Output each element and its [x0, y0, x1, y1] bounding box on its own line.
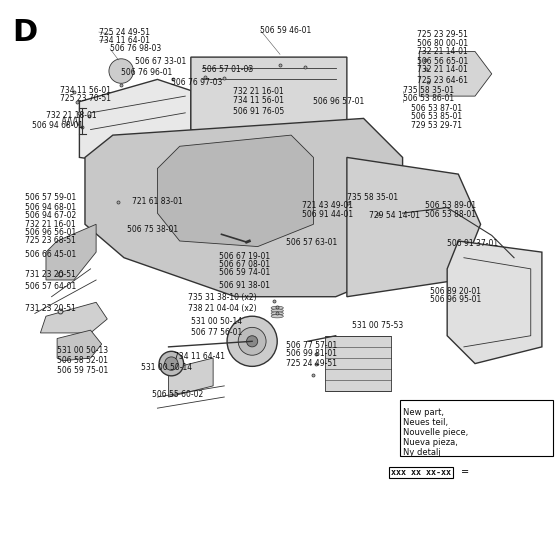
- Text: 506 59 46-01: 506 59 46-01: [260, 26, 312, 35]
- Text: 506 56 65-01: 506 56 65-01: [417, 57, 468, 66]
- Text: 735 58 35-01: 735 58 35-01: [347, 193, 398, 202]
- Text: 506 53 86-01: 506 53 86-01: [403, 95, 454, 104]
- Text: 506 91 44-01: 506 91 44-01: [302, 210, 353, 219]
- Text: 506 80 00-01: 506 80 00-01: [417, 39, 468, 48]
- Text: Nueva pieza,: Nueva pieza,: [403, 438, 458, 447]
- Text: 506 53 85-01: 506 53 85-01: [411, 112, 462, 121]
- Text: 721 61 83-01: 721 61 83-01: [132, 198, 183, 207]
- Text: 734 11 56-01: 734 11 56-01: [232, 96, 283, 105]
- Text: 506 53 88-01: 506 53 88-01: [425, 210, 476, 219]
- Text: 506 94 67-02: 506 94 67-02: [25, 212, 76, 221]
- Circle shape: [109, 59, 133, 83]
- Text: 506 58 52-01: 506 58 52-01: [57, 356, 108, 365]
- Text: =: =: [461, 467, 469, 477]
- Text: 506 77 57-01: 506 77 57-01: [286, 340, 337, 349]
- Polygon shape: [46, 224, 96, 280]
- Circle shape: [246, 336, 258, 347]
- Text: 506 57 01-03: 506 57 01-03: [202, 65, 253, 74]
- Text: 732 21 14-01: 732 21 14-01: [417, 47, 467, 56]
- Text: 531 00 75-53: 531 00 75-53: [352, 321, 404, 330]
- Text: 734 11 56-01: 734 11 56-01: [60, 86, 111, 95]
- Text: 729 53 29-71: 729 53 29-71: [411, 120, 462, 129]
- Bar: [325, 336, 391, 391]
- Text: 506 91 38-01: 506 91 38-01: [219, 281, 270, 290]
- Text: 506 96 95-01: 506 96 95-01: [431, 295, 482, 304]
- Text: New part,: New part,: [403, 408, 444, 417]
- Text: 506 94 68-01: 506 94 68-01: [25, 203, 76, 212]
- Ellipse shape: [271, 306, 283, 310]
- Circle shape: [227, 316, 277, 366]
- Text: 732 21 18-01: 732 21 18-01: [46, 111, 96, 120]
- Text: 531 00 50-13: 531 00 50-13: [57, 346, 108, 355]
- Text: 738 21 04-04 (x2): 738 21 04-04 (x2): [188, 305, 256, 314]
- Text: 506 57 63-01: 506 57 63-01: [286, 237, 337, 246]
- Text: 721 43 49-01: 721 43 49-01: [302, 202, 353, 211]
- Text: 506 77 56-01: 506 77 56-01: [191, 328, 242, 338]
- Polygon shape: [419, 52, 492, 96]
- Ellipse shape: [271, 315, 283, 318]
- Text: 531 00 50-14: 531 00 50-14: [191, 318, 242, 326]
- Ellipse shape: [271, 312, 283, 315]
- Text: 732 21 16-01: 732 21 16-01: [232, 87, 283, 96]
- Polygon shape: [157, 135, 314, 246]
- Text: 506 67 19-01: 506 67 19-01: [219, 251, 270, 260]
- Text: 731 23 20-51: 731 23 20-51: [25, 305, 76, 314]
- Text: 725 24 49-51: 725 24 49-51: [99, 27, 150, 36]
- Text: Nouvelle piece,: Nouvelle piece,: [403, 428, 468, 437]
- Text: 729 54 14-01: 729 54 14-01: [369, 212, 420, 221]
- Text: 506 55 60-02: 506 55 60-02: [152, 390, 203, 399]
- Polygon shape: [169, 358, 213, 397]
- Text: 506 66 45-01: 506 66 45-01: [25, 250, 76, 259]
- Text: 531 00 50-14: 531 00 50-14: [141, 363, 192, 372]
- Text: Neues teil,: Neues teil,: [403, 418, 447, 427]
- Polygon shape: [85, 118, 403, 297]
- Text: 506 91 76-05: 506 91 76-05: [232, 106, 284, 116]
- Text: xxx xx xx-xx: xxx xx xx-xx: [391, 468, 451, 477]
- Text: 506 96 57-01: 506 96 57-01: [314, 97, 365, 106]
- Polygon shape: [80, 80, 191, 169]
- Text: 506 59 74-01: 506 59 74-01: [219, 268, 270, 277]
- Text: 725 23 64-61: 725 23 64-61: [417, 76, 468, 85]
- Text: 725 23 70-51: 725 23 70-51: [60, 95, 111, 104]
- Text: 506 53 89-01: 506 53 89-01: [425, 202, 476, 211]
- Text: 732 21 14-01: 732 21 14-01: [417, 65, 467, 74]
- Text: 734 11 64-01: 734 11 64-01: [99, 36, 150, 45]
- Text: 506 53 87-01: 506 53 87-01: [411, 104, 462, 113]
- Text: 506 94 68-01: 506 94 68-01: [32, 120, 83, 129]
- Text: 506 76 97-03: 506 76 97-03: [171, 78, 223, 87]
- Text: 732 21 16-01: 732 21 16-01: [25, 220, 76, 229]
- Polygon shape: [57, 330, 102, 361]
- Text: Ny detalj: Ny detalj: [403, 449, 440, 458]
- Circle shape: [238, 328, 266, 355]
- Polygon shape: [347, 157, 480, 297]
- Text: 506 67 33-01: 506 67 33-01: [135, 57, 186, 66]
- Text: 506 96 56-01: 506 96 56-01: [25, 228, 76, 237]
- Text: 506 76 98-03: 506 76 98-03: [110, 44, 161, 53]
- Text: 731 23 20-51: 731 23 20-51: [25, 270, 76, 279]
- Circle shape: [159, 351, 184, 376]
- Text: 725 23 29-51: 725 23 29-51: [417, 30, 468, 39]
- Text: 506 91 37-01: 506 91 37-01: [447, 239, 498, 248]
- Polygon shape: [40, 302, 108, 333]
- Text: 506 89 20-01: 506 89 20-01: [431, 287, 482, 296]
- Polygon shape: [447, 241, 542, 363]
- Text: 506 59 75-01: 506 59 75-01: [57, 366, 109, 375]
- Text: 734 11 64-41: 734 11 64-41: [174, 352, 225, 361]
- Polygon shape: [191, 57, 347, 141]
- Text: 506 57 59-01: 506 57 59-01: [25, 193, 76, 202]
- Text: 725 24 49-51: 725 24 49-51: [286, 359, 337, 368]
- Text: 506 76 96-01: 506 76 96-01: [121, 68, 172, 77]
- Text: 506 75 38-01: 506 75 38-01: [127, 225, 178, 234]
- Ellipse shape: [271, 309, 283, 312]
- Text: 506 67 08-01: 506 67 08-01: [219, 260, 270, 269]
- Text: 735 31 38-10 (x2): 735 31 38-10 (x2): [188, 293, 256, 302]
- Text: 506 99 81-01: 506 99 81-01: [286, 349, 337, 358]
- Text: 725 23 68-51: 725 23 68-51: [25, 236, 76, 245]
- Text: 506 57 64-01: 506 57 64-01: [25, 282, 76, 291]
- Text: 735 58 35-01: 735 58 35-01: [403, 86, 454, 95]
- Circle shape: [165, 357, 178, 370]
- Text: D: D: [12, 18, 38, 47]
